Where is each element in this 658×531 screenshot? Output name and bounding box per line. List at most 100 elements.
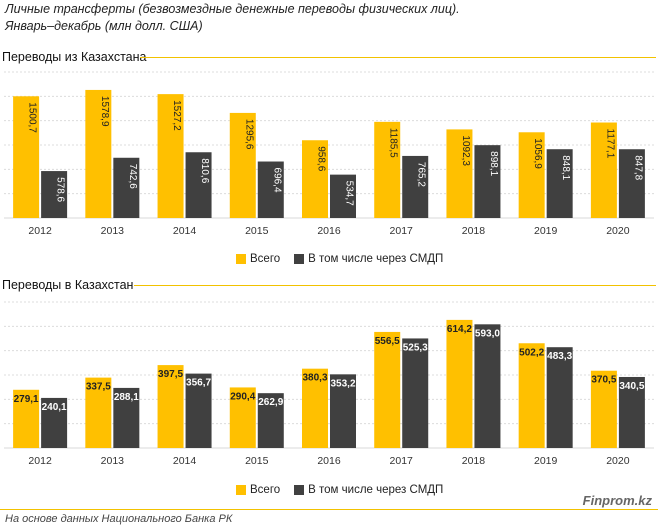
data-label-total-2016: 958,6 bbox=[316, 146, 327, 171]
data-label-smdp-2017: 765,2 bbox=[416, 162, 427, 187]
x-tick-label-2017: 2017 bbox=[390, 455, 414, 467]
bar-smdp-2020 bbox=[618, 376, 645, 448]
chart-title-line2: Январь–декабрь (млн долл. США) bbox=[5, 19, 203, 33]
x-tick-label-2015: 2015 bbox=[245, 225, 269, 237]
chart1-legend-total: Всего bbox=[236, 253, 280, 265]
data-label-smdp-2013: 742,6 bbox=[127, 164, 138, 189]
source-note: На основе данных Национального Банка РК bbox=[5, 513, 233, 525]
x-tick-label-2014: 2014 bbox=[173, 455, 197, 467]
bar-total-2018 bbox=[446, 319, 473, 448]
bar-total-2017 bbox=[374, 121, 401, 218]
x-tick-label-2019: 2019 bbox=[534, 225, 558, 237]
bar-smdp-2013 bbox=[113, 387, 140, 448]
data-label-smdp-2017: 525,3 bbox=[403, 342, 428, 353]
bar-smdp-2013 bbox=[113, 157, 140, 218]
data-label-total-2015: 290,4 bbox=[230, 391, 255, 402]
bar-smdp-2017 bbox=[402, 338, 429, 448]
data-label-smdp-2016: 353,2 bbox=[330, 378, 355, 389]
bar-total-2016 bbox=[302, 368, 328, 448]
chart2-legend-smdp: В том числе через СМДП bbox=[294, 484, 443, 496]
data-label-smdp-2012: 578,6 bbox=[55, 177, 66, 202]
data-label-total-2013: 337,5 bbox=[86, 382, 111, 393]
x-tick-label-2014: 2014 bbox=[173, 225, 197, 237]
x-tick-label-2016: 2016 bbox=[317, 455, 341, 467]
bar-total-2017 bbox=[374, 331, 401, 448]
data-label-smdp-2014: 810,6 bbox=[199, 158, 210, 183]
data-label-total-2020: 370,5 bbox=[591, 375, 616, 386]
chart1-title: Переводы из Казахстана bbox=[2, 50, 147, 64]
chart2-title-rule bbox=[134, 285, 656, 286]
legend-label-smdp: В том числе через СМДП bbox=[308, 484, 444, 496]
x-tick-label-2013: 2013 bbox=[101, 225, 125, 237]
data-label-total-2014: 397,5 bbox=[158, 369, 183, 380]
bar-total-2015 bbox=[229, 112, 256, 218]
data-label-total-2018: 1092,3 bbox=[460, 135, 471, 166]
legend-label-total: Всего bbox=[250, 484, 281, 496]
chart2-legend: Всего В том числе через СМДП bbox=[236, 484, 457, 496]
data-label-total-2017: 556,5 bbox=[375, 336, 400, 347]
bar-total-2013 bbox=[85, 89, 112, 218]
data-label-total-2015: 1295,6 bbox=[243, 119, 254, 150]
legend-swatch-total bbox=[236, 485, 246, 495]
chart-title-line1: Личные трансферты (безвозмездные денежны… bbox=[5, 2, 460, 16]
legend-swatch-smdp bbox=[294, 485, 305, 495]
bar-total-2014 bbox=[157, 94, 184, 218]
data-label-smdp-2016: 534,7 bbox=[344, 181, 355, 206]
x-tick-label-2020: 2020 bbox=[606, 225, 630, 237]
bar-total-2012 bbox=[13, 389, 40, 448]
bar-smdp-2015 bbox=[257, 393, 284, 448]
x-tick-label-2012: 2012 bbox=[28, 225, 52, 237]
chart1-legend-smdp: В том числе через СМДП bbox=[294, 253, 443, 265]
bar-total-2019 bbox=[518, 343, 545, 448]
chart2-legend-total: Всего bbox=[236, 484, 280, 496]
legend-label-total: Всего bbox=[250, 253, 281, 265]
data-label-total-2013: 1578,9 bbox=[99, 96, 110, 127]
chart1-plot: 1500,7 578,6 2012 1578,9 742,6 2013 1527,2 810,… bbox=[4, 71, 654, 237]
data-label-total-2020: 1177,1 bbox=[604, 129, 615, 159]
legend-swatch-smdp bbox=[294, 254, 305, 264]
data-label-total-2016: 380,3 bbox=[302, 373, 327, 384]
bar-smdp-2014 bbox=[185, 152, 212, 218]
chart1-legend: Всего В том числе через СМДП bbox=[236, 253, 457, 265]
bar-total-2013 bbox=[85, 377, 112, 448]
brand-watermark: Finprom.kz bbox=[582, 493, 652, 508]
x-tick-label-2020: 2020 bbox=[606, 455, 630, 467]
data-label-total-2014: 1527,2 bbox=[171, 100, 182, 131]
data-label-smdp-2014: 356,7 bbox=[186, 378, 211, 389]
bar-smdp-2019 bbox=[546, 149, 573, 218]
bar-total-2018 bbox=[446, 129, 473, 218]
data-label-total-2018: 614,2 bbox=[447, 324, 472, 335]
x-tick-label-2018: 2018 bbox=[462, 455, 486, 467]
bar-smdp-2019 bbox=[546, 347, 573, 448]
x-tick-label-2019: 2019 bbox=[534, 455, 558, 467]
chart-title: Личные трансферты (безвозмездные денежны… bbox=[5, 1, 460, 35]
x-tick-label-2018: 2018 bbox=[462, 225, 486, 237]
bar-smdp-2017 bbox=[402, 155, 429, 218]
data-label-smdp-2013: 288,1 bbox=[114, 392, 139, 403]
data-label-smdp-2015: 262,9 bbox=[258, 397, 283, 408]
data-label-smdp-2020: 340,5 bbox=[619, 381, 644, 392]
bar-smdp-2012 bbox=[41, 171, 68, 218]
data-label-smdp-2019: 483,3 bbox=[547, 351, 572, 362]
bar-smdp-2012 bbox=[41, 397, 68, 448]
bar-smdp-2014 bbox=[185, 373, 212, 448]
legend-swatch-total bbox=[236, 254, 246, 264]
bar-total-2015 bbox=[229, 387, 256, 448]
bar-smdp-2018 bbox=[474, 145, 501, 218]
bar-total-2020 bbox=[590, 122, 617, 218]
bar-smdp-2016 bbox=[330, 174, 356, 218]
data-label-total-2017: 1185,5 bbox=[388, 128, 399, 158]
footer-rule bbox=[0, 509, 658, 510]
chart2-title: Переводы в Казахстан bbox=[2, 278, 134, 292]
data-label-total-2012: 1500,7 bbox=[27, 102, 38, 133]
x-tick-label-2017: 2017 bbox=[390, 225, 414, 237]
bar-total-2019 bbox=[518, 132, 545, 218]
legend-label-smdp: В том числе через СМДП bbox=[308, 253, 444, 265]
bar-total-2014 bbox=[157, 365, 184, 448]
data-label-smdp-2019: 848,1 bbox=[560, 155, 571, 180]
x-tick-label-2012: 2012 bbox=[28, 455, 52, 467]
data-label-smdp-2015: 696,4 bbox=[271, 168, 282, 193]
chart1-title-rule bbox=[140, 57, 656, 58]
bar-smdp-2018 bbox=[474, 324, 501, 448]
